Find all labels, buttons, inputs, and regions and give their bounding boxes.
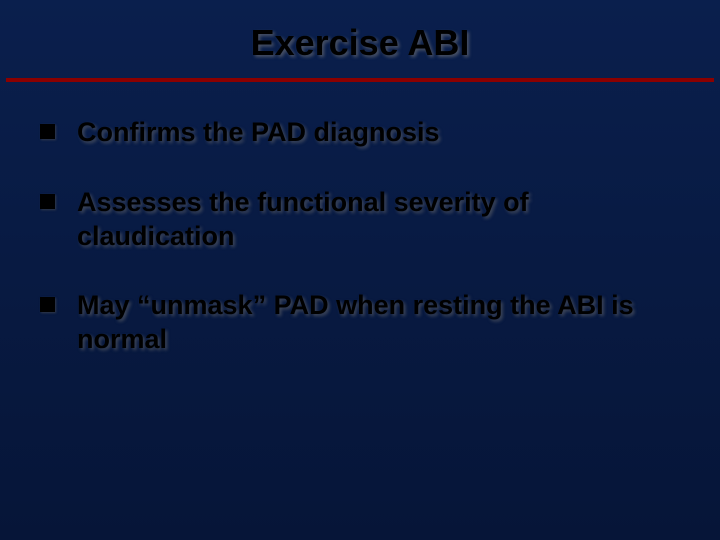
slide-content: Confirms the PAD diagnosis Assesses the … xyxy=(0,82,720,357)
list-item: May “unmask” PAD when resting the ABI is… xyxy=(40,289,680,357)
bullet-text: Confirms the PAD diagnosis xyxy=(77,116,440,150)
bullet-icon xyxy=(40,297,55,312)
bullet-text: May “unmask” PAD when resting the ABI is… xyxy=(77,289,680,357)
bullet-text: Assesses the functional severity of clau… xyxy=(77,186,680,254)
bullet-icon xyxy=(40,194,55,209)
list-item: Confirms the PAD diagnosis xyxy=(40,116,680,150)
bullet-icon xyxy=(40,124,55,139)
slide: Exercise ABI Confirms the PAD diagnosis … xyxy=(0,0,720,540)
slide-title: Exercise ABI xyxy=(0,0,720,78)
list-item: Assesses the functional severity of clau… xyxy=(40,186,680,254)
